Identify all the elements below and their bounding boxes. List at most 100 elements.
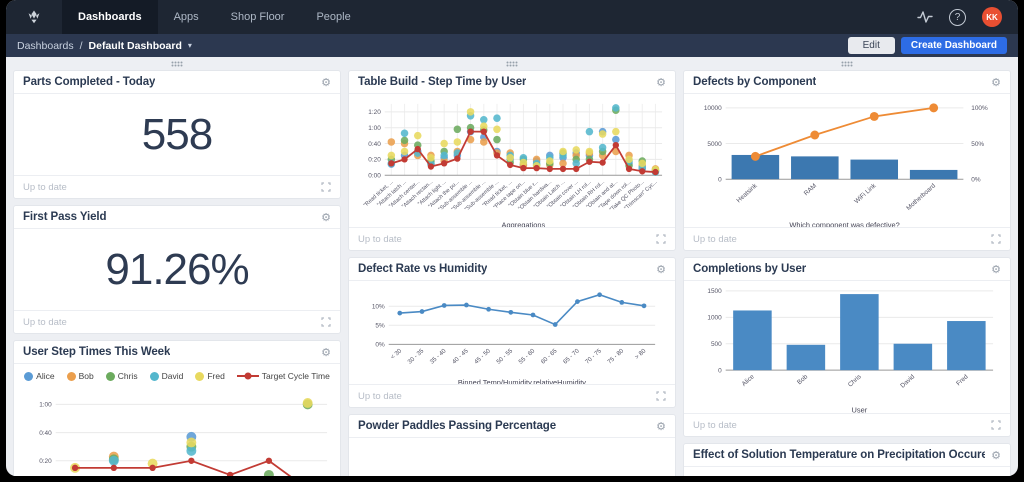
expand-icon[interactable]	[991, 420, 1001, 430]
column-drag-handle[interactable]	[348, 57, 676, 70]
breadcrumb-separator: /	[79, 39, 83, 52]
create-dashboard-button[interactable]: Create Dashboard	[900, 37, 1007, 54]
nav-tab-shop-floor[interactable]: Shop Floor	[230, 11, 285, 23]
completions-by-user-chart: 0 500 1000 1500 Alice Bob Chris David Fred User	[684, 281, 1010, 413]
widget-title: Defect Rate vs Humidity	[358, 263, 488, 275]
widget-footer: Up to date	[14, 310, 340, 333]
widget-header: Completions by User ⚙	[684, 258, 1010, 281]
nav-tab-people[interactable]: People	[316, 11, 351, 23]
widget-footer: Up to date	[349, 227, 675, 250]
expand-icon[interactable]	[656, 391, 666, 401]
gear-icon[interactable]: ⚙	[656, 420, 666, 433]
svg-text:10%: 10%	[372, 303, 385, 310]
svg-text:100%: 100%	[971, 105, 988, 112]
column-drag-handle[interactable]	[13, 57, 341, 70]
widget-footer: Up to date	[349, 384, 675, 407]
gear-icon[interactable]: ⚙	[321, 211, 331, 224]
nav-tab-apps[interactable]: Apps	[173, 11, 199, 23]
dashboard-column-1: Parts Completed - Today ⚙ 558 Up to date…	[13, 57, 341, 476]
widget-effect-solution: Effect of Solution Temperature on Precip…	[683, 443, 1011, 476]
widget-header: Defect Rate vs Humidity ⚙	[349, 258, 675, 281]
expand-icon[interactable]	[321, 182, 331, 192]
expand-icon[interactable]	[321, 317, 331, 327]
gear-icon[interactable]: ⚙	[321, 346, 331, 359]
gear-icon[interactable]: ⚙	[991, 263, 1001, 276]
gear-icon[interactable]: ⚙	[656, 76, 666, 89]
svg-text:40 - 45: 40 - 45	[451, 347, 470, 365]
svg-text:0:40: 0:40	[368, 141, 381, 148]
widget-header: First Pass Yield ⚙	[14, 206, 340, 229]
gear-icon[interactable]: ⚙	[991, 76, 1001, 89]
svg-text:David: David	[899, 373, 916, 389]
svg-text:1:00: 1:00	[39, 402, 52, 409]
chart-legend: Alice Bob Chris David Fred Target Cycle Time	[14, 364, 340, 384]
dashboard-grid: Parts Completed - Today ⚙ 558 Up to date…	[6, 57, 1018, 476]
svg-text:50%: 50%	[971, 141, 984, 148]
svg-text:65 - 70: 65 - 70	[562, 347, 581, 365]
svg-text:Alice: Alice	[741, 373, 756, 388]
status-text: Up to date	[23, 316, 67, 328]
svg-text:75 - 80: 75 - 80	[606, 347, 625, 365]
svg-text:Aggregations: Aggregations	[502, 221, 546, 227]
widget-header: User Step Times This Week ⚙	[14, 341, 340, 364]
widget-title: User Step Times This Week	[23, 346, 171, 358]
svg-text:50 - 55: 50 - 55	[495, 347, 514, 365]
expand-icon[interactable]	[656, 234, 666, 244]
svg-text:0%: 0%	[375, 342, 385, 349]
widget-title: Table Build - Step Time by User	[358, 76, 527, 88]
help-icon[interactable]: ?	[949, 8, 966, 26]
svg-text:Heatsink: Heatsink	[735, 182, 759, 204]
svg-text:500: 500	[711, 341, 722, 348]
gear-icon[interactable]: ⚙	[321, 76, 331, 89]
breadcrumb-current[interactable]: Default Dashboard	[88, 39, 182, 52]
status-text: Up to date	[23, 181, 67, 193]
svg-text:> 80: > 80	[634, 347, 648, 361]
widget-completions-by-user: Completions by User ⚙ 0 500 1000 1500 Alice B…	[683, 257, 1011, 437]
svg-text:< 30: < 30	[389, 347, 403, 361]
svg-text:RAM: RAM	[803, 182, 818, 197]
widget-title: First Pass Yield	[23, 211, 107, 223]
gear-icon[interactable]: ⚙	[656, 263, 666, 276]
svg-text:Bob: Bob	[796, 373, 809, 386]
svg-text:Chris: Chris	[847, 373, 863, 388]
column-drag-handle[interactable]	[683, 57, 1011, 70]
svg-text:35 - 40: 35 - 40	[429, 347, 448, 365]
nav-tab-dashboards[interactable]: Dashboards	[62, 0, 158, 34]
gear-icon[interactable]: ⚙	[991, 449, 1001, 462]
widget-header: Table Build - Step Time by User ⚙	[349, 71, 675, 94]
svg-text:60 - 65: 60 - 65	[540, 347, 559, 365]
svg-text:User: User	[852, 406, 868, 413]
defects-by-component-chart: 0 5000 10000 0% 50% 100% Heatsink RAM WiFi Link M…	[684, 94, 1010, 227]
widget-header: Defects by Component ⚙	[684, 71, 1010, 94]
svg-text:55 - 60: 55 - 60	[517, 347, 536, 365]
svg-text:45 - 50: 45 - 50	[473, 347, 492, 365]
svg-text:5%: 5%	[375, 323, 385, 330]
expand-icon[interactable]	[991, 234, 1001, 244]
breadcrumb-actions: Edit Create Dashboard	[847, 37, 1007, 54]
svg-text:WiFi Link: WiFi Link	[853, 182, 878, 205]
svg-text:0: 0	[718, 176, 722, 183]
svg-text:Binned Temp/Humidity.relativeH: Binned Temp/Humidity.relativeHumidity	[458, 378, 586, 384]
widget-footer: Up to date	[684, 413, 1010, 436]
widget-footer: Up to date	[14, 175, 340, 198]
widget-title: Powder Paddles Passing Percentage	[358, 420, 557, 432]
avatar[interactable]: KK	[982, 7, 1002, 27]
activity-icon[interactable]	[917, 10, 933, 24]
breadcrumb-root[interactable]: Dashboards	[17, 39, 74, 52]
svg-text:1:20: 1:20	[368, 109, 381, 116]
edit-button[interactable]: Edit	[847, 37, 895, 54]
widget-title: Completions by User	[693, 263, 807, 275]
svg-text:5000: 5000	[707, 141, 722, 148]
widget-first-pass-yield: First Pass Yield ⚙ 91.26% Up to date	[13, 205, 341, 334]
dashboard-column-2: Table Build - Step Time by User ⚙ 0:00 0:…	[348, 57, 676, 476]
svg-text:1:00: 1:00	[368, 125, 381, 132]
widget-defect-rate: Defect Rate vs Humidity ⚙ 0% 5% 10% < 30 30 …	[348, 257, 676, 408]
svg-text:0:20: 0:20	[368, 157, 381, 164]
chevron-down-icon[interactable]: ▾	[187, 41, 192, 50]
widget-body	[349, 438, 675, 476]
tulip-logo-icon[interactable]	[6, 0, 62, 34]
svg-text:0:00: 0:00	[368, 173, 381, 180]
widget-parts-completed: Parts Completed - Today ⚙ 558 Up to date	[13, 70, 341, 199]
svg-text:1000: 1000	[707, 315, 722, 322]
widget-defects-by-component: Defects by Component ⚙ 0 5000 10000 0% 50% 10…	[683, 70, 1011, 251]
